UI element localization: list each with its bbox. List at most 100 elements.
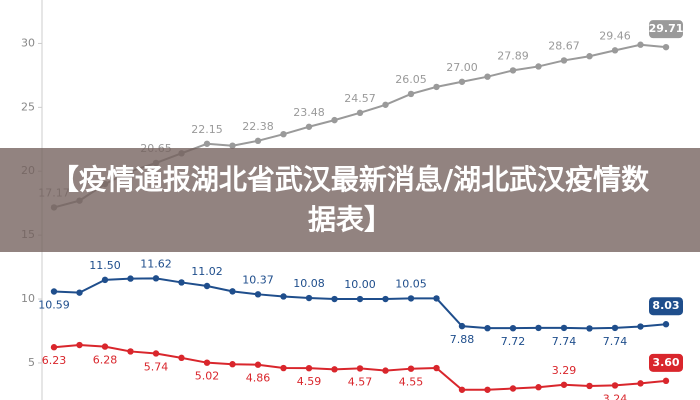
- point: [305, 294, 313, 302]
- point: [101, 276, 109, 284]
- point: [586, 325, 593, 332]
- point: [229, 288, 236, 295]
- value-label: 11.02: [191, 265, 223, 278]
- value-label: 27.89: [497, 49, 529, 62]
- point: [127, 275, 134, 282]
- value-label-box: [649, 297, 683, 316]
- value-label: 10.08: [293, 277, 325, 290]
- point: [152, 350, 160, 357]
- point: [382, 295, 389, 303]
- value-label: 8.03: [652, 299, 679, 312]
- point: [509, 385, 517, 392]
- value-label: 7.72: [501, 335, 526, 348]
- value-label: 24.57: [344, 92, 376, 105]
- point: [637, 323, 644, 330]
- point: [509, 67, 517, 74]
- point: [203, 140, 211, 147]
- point: [305, 364, 313, 372]
- value-label: 7.74: [552, 335, 577, 348]
- point: [178, 279, 185, 286]
- value-label: 27.00: [446, 61, 478, 74]
- point: [356, 365, 364, 372]
- value-label: 28.67: [548, 39, 580, 52]
- point: [76, 289, 83, 296]
- point: [509, 324, 517, 332]
- point: [458, 386, 466, 393]
- point: [50, 344, 58, 351]
- value-label: 4.55: [399, 376, 424, 389]
- y-tick-label: 30: [21, 36, 35, 49]
- point: [407, 295, 415, 302]
- point: [433, 295, 440, 302]
- point: [560, 381, 568, 388]
- value-label: 3.29: [552, 364, 577, 377]
- point: [586, 382, 593, 390]
- point: [331, 366, 338, 373]
- point: [586, 53, 593, 60]
- point: [331, 295, 338, 303]
- y-tick-label: 5: [28, 356, 35, 369]
- value-label-box: [649, 20, 683, 39]
- point: [152, 275, 160, 282]
- point: [331, 116, 338, 124]
- value-label: 10.37: [242, 273, 274, 286]
- value-label: 6.23: [42, 354, 67, 367]
- point: [637, 41, 644, 48]
- value-label: 5.74: [144, 360, 169, 373]
- banner-text: 【疫情通报湖北省武汉最新消息/湖北武汉疫情数据表】: [50, 163, 650, 236]
- point: [433, 83, 440, 91]
- point: [356, 109, 364, 117]
- point: [611, 382, 619, 389]
- value-label: 11.62: [140, 257, 172, 270]
- point: [484, 386, 491, 393]
- point: [484, 73, 491, 80]
- point: [407, 365, 415, 372]
- point: [535, 324, 542, 332]
- point: [203, 359, 211, 366]
- point: [76, 341, 83, 349]
- value-label: 4.57: [348, 375, 373, 388]
- value-label: 3.24: [603, 392, 628, 400]
- point: [407, 90, 415, 98]
- point: [535, 384, 542, 391]
- point: [254, 291, 262, 298]
- point: [611, 47, 619, 54]
- point: [611, 324, 619, 332]
- value-label: 7.74: [603, 335, 628, 348]
- point: [662, 321, 670, 328]
- value-label: 11.50: [89, 259, 121, 272]
- point: [535, 63, 542, 70]
- point: [101, 343, 109, 350]
- value-label: 10.00: [344, 278, 376, 291]
- value-label: 7.88: [450, 333, 475, 346]
- value-label: 22.15: [191, 123, 223, 136]
- point: [280, 130, 287, 138]
- point: [50, 288, 58, 295]
- value-label: 10.59: [38, 299, 70, 312]
- point: [662, 43, 670, 51]
- point: [433, 364, 440, 372]
- point: [356, 295, 364, 303]
- value-label: 6.28: [93, 354, 118, 367]
- value-label: 29.46: [599, 29, 631, 42]
- point: [280, 364, 287, 372]
- point: [637, 380, 644, 387]
- value-label: 22.38: [242, 120, 274, 133]
- value-label: 29.71: [649, 22, 684, 35]
- point: [280, 293, 287, 300]
- point: [484, 324, 491, 332]
- point: [382, 101, 389, 108]
- banner: 【疫情通报湖北省武汉最新消息/湖北武汉疫情数据表】: [0, 148, 700, 252]
- value-label: 10.05: [395, 277, 427, 290]
- value-label: 4.86: [246, 372, 271, 385]
- point: [305, 123, 313, 130]
- value-label-box: [649, 353, 683, 372]
- point: [662, 377, 670, 385]
- point: [560, 57, 568, 64]
- point: [254, 137, 262, 145]
- point: [178, 354, 185, 362]
- point: [382, 367, 389, 374]
- point: [127, 348, 134, 355]
